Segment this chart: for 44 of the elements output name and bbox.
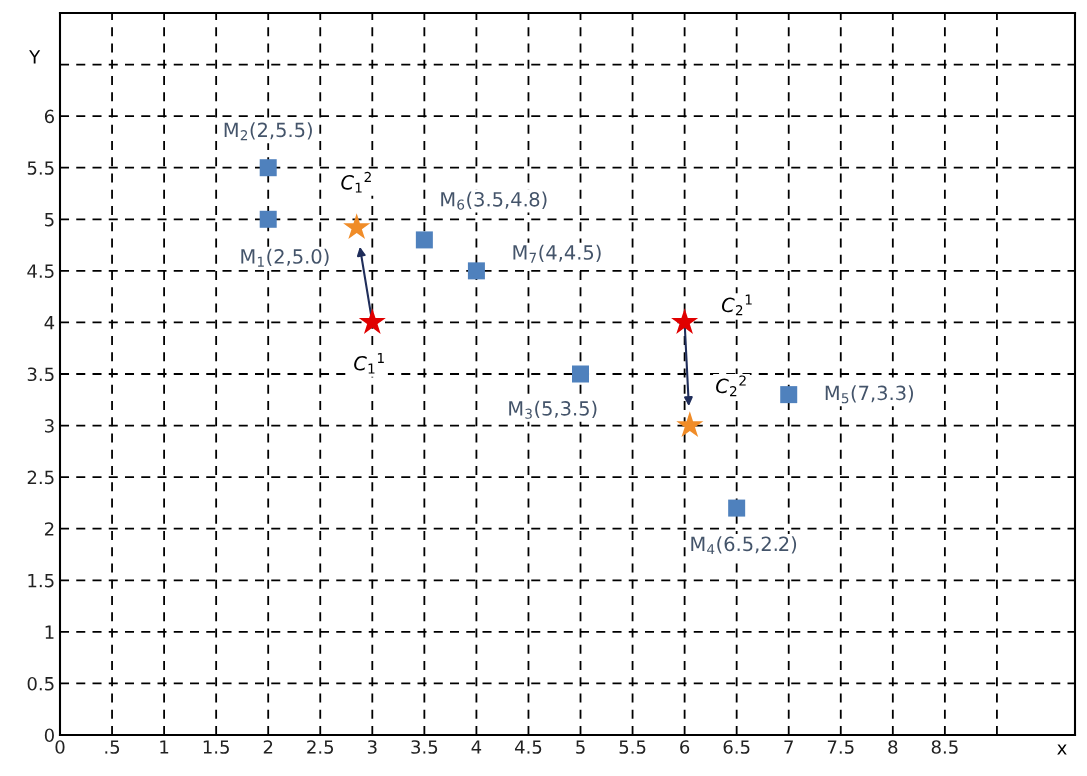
x-tick-label: 1 [160, 740, 169, 754]
y-tick-label: 2.5 [27, 470, 54, 485]
x-tick-label: .5 [105, 740, 120, 754]
annotation: M$_{7}$(4,4.5) [513, 244, 601, 263]
y-axis-title: Y [29, 50, 41, 64]
annotation: C$_{2}$$^{2}$ [716, 375, 746, 397]
y-tick-label: 3 [45, 419, 54, 433]
x-tick-label: 6.5 [723, 740, 750, 754]
annotation: M$_{2}$(2,5.5) [224, 122, 312, 141]
x-axis-title: x [1057, 744, 1067, 755]
x-tick-label: 7 [784, 740, 793, 754]
annotation: M$_{3}$(5,3.5) [509, 400, 597, 419]
x-tick-label: 0 [55, 740, 65, 754]
x-tick-label: 8.5 [931, 740, 958, 754]
x-tick-label: 7.5 [827, 740, 854, 754]
y-tick-label: 1 [45, 625, 54, 639]
x-tick-label: 2 [263, 740, 273, 754]
y-tick-label: 5.5 [27, 161, 54, 175]
y-tick-label: 2 [44, 522, 54, 536]
annotation: C$_{1}$$^{2}$ [341, 171, 371, 193]
y-tick-label: 6 [44, 109, 54, 124]
y-tick-label: 1.5 [28, 573, 54, 588]
x-tick-label: 4.5 [514, 740, 542, 754]
x-tick-label: 3 [367, 740, 377, 754]
y-tick-label: 0 [44, 728, 54, 743]
x-tick-label: 5.5 [619, 740, 646, 754]
y-tick-label: 5 [45, 212, 54, 227]
x-tick-label: 1.5 [203, 740, 229, 754]
y-tick-label: 3.5 [27, 367, 54, 382]
y-tick-label: 4.5 [27, 264, 54, 278]
y-tick-label: 0.5 [27, 676, 54, 691]
annotation: M$_{4}$(6.5,2.2) [691, 536, 797, 555]
x-tick-label: 6 [680, 740, 690, 754]
x-tick-label: 5 [576, 740, 585, 754]
annotation: M$_{6}$(3.5,4.8) [441, 191, 547, 210]
annotation: M$_{1}$(2,5.0) [241, 248, 329, 267]
x-tick-label: 8 [888, 740, 898, 754]
x-tick-label: 2.5 [307, 740, 334, 754]
annotation: C$_{1}$$^{1}$ [354, 352, 384, 374]
x-tick-label: 3.5 [411, 740, 438, 754]
x-tick-label: 4 [471, 740, 482, 754]
annotation: C$_{2}$$^{1}$ [721, 294, 752, 316]
annotation: M$_{5}$(7,3.3) [825, 385, 913, 404]
y-tick-label: 4 [44, 316, 55, 330]
